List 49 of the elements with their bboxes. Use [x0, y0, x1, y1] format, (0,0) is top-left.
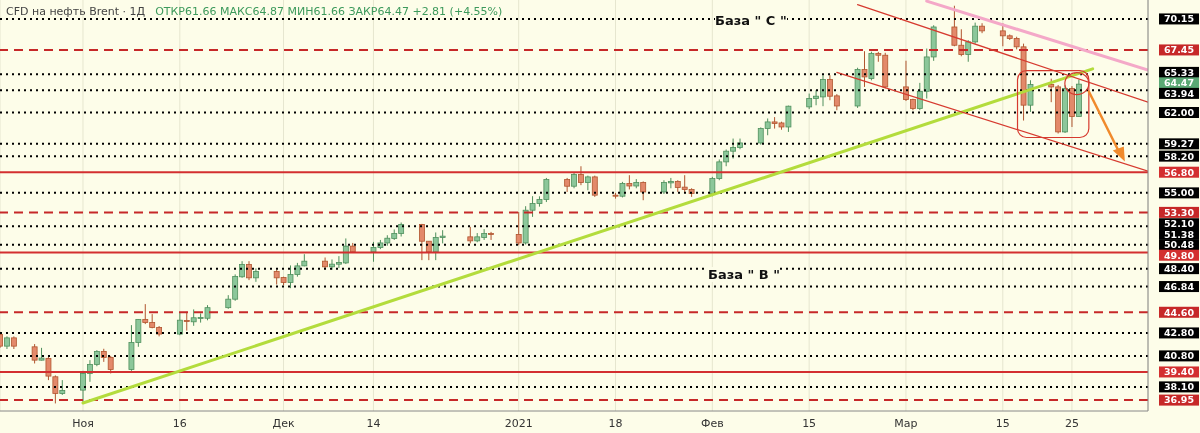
y-tick-label: 36.95 — [1163, 394, 1195, 406]
x-tick-label: 18 — [608, 416, 623, 430]
x-tick-label: Мар — [894, 416, 918, 430]
candlestick — [515, 211, 522, 246]
y-tick-label: 40.80 — [1163, 350, 1195, 362]
x-tick-label: 15 — [802, 416, 817, 430]
x-tick-label: Дек — [272, 416, 295, 430]
annotation: База " C " — [715, 13, 787, 28]
y-tick-label: 48.40 — [1163, 263, 1195, 275]
candlestick — [253, 267, 259, 283]
candlestick — [578, 165, 584, 186]
candlestick — [640, 180, 647, 201]
y-tick-label: 50.48 — [1163, 239, 1195, 251]
y-tick-label: 51.38 — [1163, 228, 1195, 240]
x-tick-label: Фев — [700, 416, 724, 430]
candlestick — [183, 311, 190, 332]
y-tick-label: 63.94 — [1163, 87, 1195, 99]
y-tick-label: 62.00 — [1163, 106, 1195, 118]
candlestick — [31, 343, 38, 364]
y-tick-label: 67.45 — [1163, 44, 1195, 56]
y-tick-label: 59.27 — [1163, 138, 1195, 150]
y-tick-label: 56.80 — [1163, 166, 1195, 178]
y-tick-label: 52.10 — [1163, 218, 1195, 230]
x-tick-label: 16 — [172, 416, 187, 430]
text: CFD на нефть Brent · 1Д — [6, 5, 146, 18]
y-tick-label: 38.10 — [1163, 381, 1195, 393]
x-tick-label: 2021 — [504, 416, 533, 430]
x-tick-label: 15 — [995, 416, 1010, 430]
x-tick-label: 25 — [1064, 416, 1079, 430]
y-tick-label: 65.33 — [1163, 66, 1195, 78]
candlestick — [861, 50, 868, 88]
y-tick-label: 55.00 — [1163, 187, 1195, 199]
annotation: База " В " — [708, 267, 781, 282]
y-tick-label: 44.60 — [1163, 306, 1195, 318]
candlestick — [488, 231, 494, 241]
text: ОТКР61.66 МАКС64.87 МИН61.66 ЗАКР64.47 +2.81 (+4.55%) — [155, 5, 503, 18]
x-tick-label: Ноя — [72, 416, 94, 430]
y-tick-label: 53.30 — [1163, 206, 1195, 218]
y-tick-label: 46.84 — [1163, 280, 1195, 292]
y-tick-label: 64.47 — [1163, 77, 1195, 89]
y-tick-label: 39.40 — [1163, 366, 1195, 378]
candlestick — [584, 175, 591, 191]
x-tick-label: 14 — [366, 416, 381, 430]
candlestick — [246, 260, 252, 281]
candlestick — [785, 105, 792, 133]
y-tick-label: 70.15 — [1163, 13, 1195, 25]
y-tick-label: 42.80 — [1163, 327, 1195, 339]
y-tick-label: 49.80 — [1163, 249, 1195, 261]
y-tick-label: 58.20 — [1163, 150, 1195, 162]
